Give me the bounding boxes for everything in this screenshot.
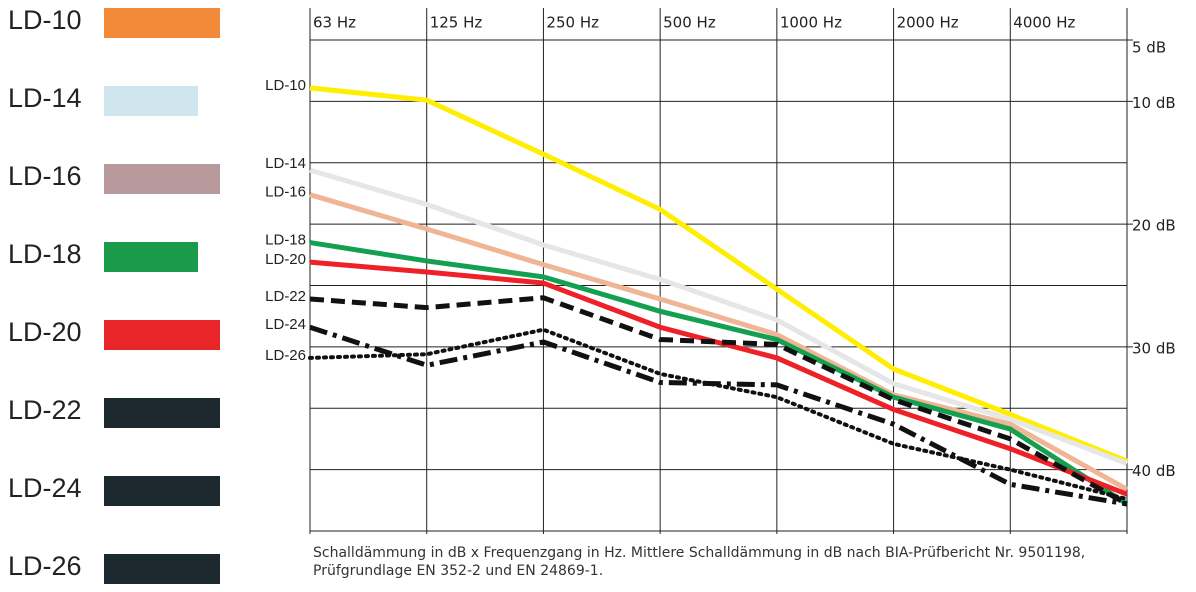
series-line — [308, 327, 1129, 502]
series-line — [309, 295, 1129, 507]
legend-swatch — [104, 398, 220, 428]
x-tick-label: 500 Hz — [663, 14, 716, 32]
y-tick-label: 20 dB — [1132, 217, 1176, 235]
legend-label: LD-14 — [8, 83, 82, 113]
series-line — [309, 259, 1128, 497]
y-tick-label: 5 dB — [1132, 39, 1166, 57]
series-label: LD-10 — [265, 77, 306, 94]
y-tick-label: 10 dB — [1132, 94, 1176, 112]
series-line — [309, 192, 1129, 492]
x-tick-label: 63 Hz — [313, 14, 356, 32]
series-label: LD-14 — [265, 155, 306, 172]
x-tick-label: 125 Hz — [430, 14, 483, 32]
legend-swatch — [104, 86, 198, 116]
series-label: LD-22 — [265, 288, 306, 305]
series-label: LD-26 — [265, 347, 306, 364]
series-line — [309, 167, 1128, 466]
y-tick-label: 30 dB — [1132, 339, 1176, 357]
legend-label: LD-10 — [8, 5, 82, 35]
series-label: LD-24 — [265, 316, 306, 333]
legend-label: LD-22 — [8, 395, 82, 425]
legend-swatch — [104, 8, 220, 38]
caption: Schalldämmung in dB x Frequenzgang in Hz… — [313, 545, 1086, 579]
legend-swatch — [104, 320, 220, 350]
legend-label: LD-16 — [8, 161, 82, 191]
y-tick-label: 40 dB — [1132, 462, 1176, 480]
series-line — [309, 240, 1129, 507]
x-tick-label: 2000 Hz — [897, 14, 959, 32]
series-line — [309, 85, 1128, 464]
legend-label: LD-24 — [8, 473, 82, 503]
x-tick-label: 250 Hz — [546, 14, 599, 32]
x-tick-label: 4000 Hz — [1013, 14, 1075, 32]
legend-label: LD-26 — [8, 551, 82, 581]
legend-swatch — [104, 242, 198, 272]
x-tick-label: 1000 Hz — [780, 14, 842, 32]
legend-swatch — [104, 554, 220, 584]
series-label: LD-16 — [265, 184, 306, 201]
legend-swatch — [104, 164, 220, 194]
series-label: LD-20 — [265, 251, 306, 268]
legend-label: LD-20 — [8, 317, 82, 347]
legend-swatch — [104, 476, 220, 506]
legend-label: LD-18 — [8, 239, 82, 269]
series-label: LD-18 — [265, 232, 306, 249]
